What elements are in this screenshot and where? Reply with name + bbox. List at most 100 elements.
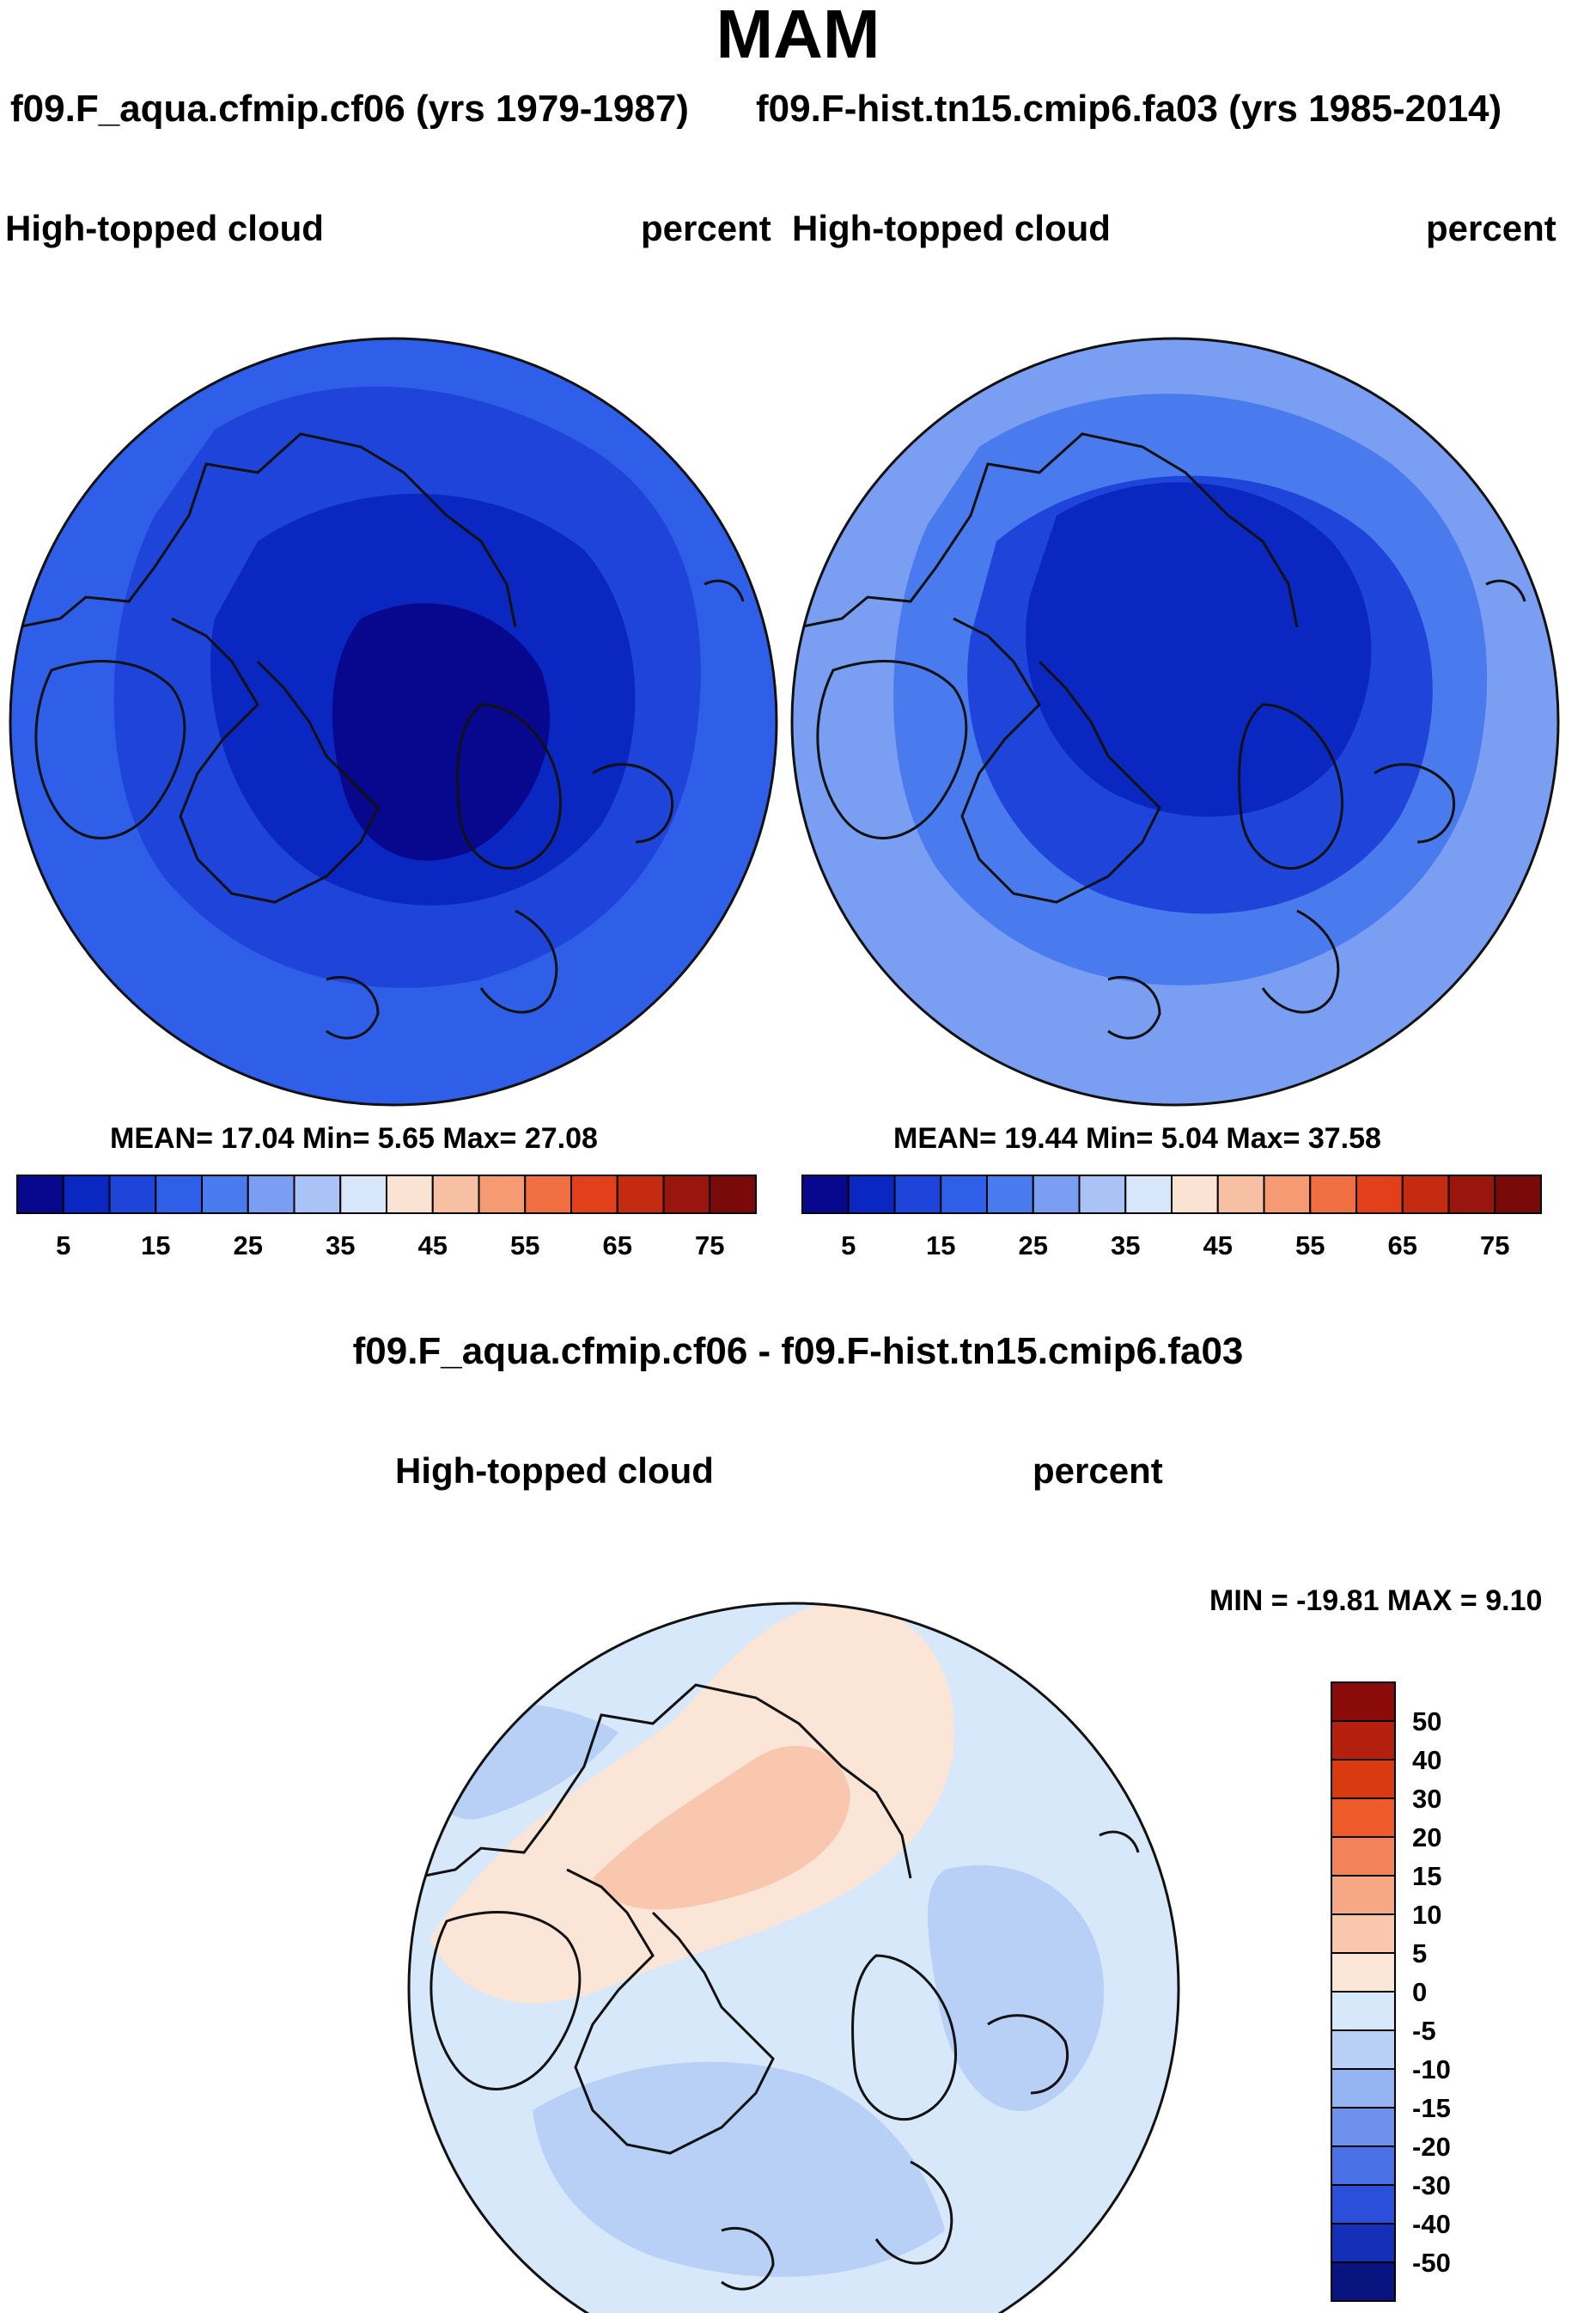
diff-colorbar-box — [1331, 1759, 1396, 1799]
panel-b-colorbar-box — [1032, 1175, 1081, 1214]
diff-colorbar-tick-label: 30 — [1412, 1784, 1441, 1814]
panel-a-variable: High-topped cloud — [5, 208, 324, 248]
panel-b-colorbar-box — [1401, 1175, 1450, 1214]
diff-fill-neg-south — [533, 2061, 945, 2277]
diff-colorbar-box — [1331, 1991, 1396, 2031]
diff-colorbar-box — [1331, 1875, 1396, 1915]
diff-colorbar-box — [1331, 1836, 1396, 1877]
panel-b-colorbar-box — [1494, 1175, 1542, 1214]
panel-b-colorbar-box — [1216, 1175, 1265, 1214]
panel-a-colorbar-tick-label: 65 — [603, 1230, 632, 1260]
diff-colorbar-box — [1331, 1952, 1396, 1993]
panel-b-variable: High-topped cloud — [792, 208, 1111, 248]
diff-colorbar-box — [1331, 2107, 1396, 2147]
diff-colorbar-box — [1331, 2029, 1396, 2070]
panel-a-colorbar-box — [16, 1175, 64, 1214]
case-a-title: f09.F_aqua.cfmip.cf06 (yrs 1979-1987) — [10, 88, 689, 130]
panel-a-fill-deep — [332, 603, 551, 861]
panel-a-colorbar-tick-label: 25 — [234, 1230, 263, 1260]
panel-a-colorbar-box — [108, 1175, 157, 1214]
panel-a-colorbar-tick-label: 15 — [141, 1230, 170, 1260]
diff-colorbar-tick-label: -50 — [1412, 2248, 1451, 2278]
diff-colorbar-box — [1331, 2145, 1396, 2186]
diff-coastlines — [411, 1683, 1140, 2291]
panel-b-units: percent — [1426, 208, 1556, 248]
diff-variable: High-topped cloud — [395, 1450, 714, 1491]
panel-a-colorbar-box — [616, 1175, 665, 1214]
diff-colorbar-tick-label: -5 — [1412, 2016, 1436, 2046]
diff-stats: MIN = -19.81 MAX = 9.10 — [1209, 1584, 1543, 1617]
panel-b-coastlines — [798, 432, 1526, 1040]
diff-colorbar-tick-label: 15 — [1412, 1861, 1441, 1891]
panel-b-colorbar-tick-label: 45 — [1203, 1230, 1233, 1260]
diff-colorbar-tick-label: 10 — [1412, 1900, 1441, 1930]
panel-a-colorbar-tick-label: 5 — [56, 1230, 70, 1260]
diff-colorbar-tick-label: -10 — [1412, 2054, 1451, 2084]
diff-colorbar — [1331, 1681, 1396, 2302]
diff-colorbar-tick-label: 5 — [1412, 1938, 1427, 1968]
panel-a-colorbar-box — [339, 1175, 387, 1214]
diff-colorbar-box — [1331, 1913, 1396, 1954]
panel-b-colorbar-box — [940, 1175, 988, 1214]
panel-b-colorbar-tick-label: 65 — [1388, 1230, 1417, 1260]
panel-a-colorbar-box — [524, 1175, 572, 1214]
panel-a-colorbar-box — [709, 1175, 757, 1214]
diff-fill-pos2 — [593, 1745, 850, 1910]
diff-title: f09.F_aqua.cfmip.cf06 - f09.F-hist.tn15.… — [352, 1330, 1244, 1372]
case-b-title: f09.F-hist.tn15.cmip6.fa03 (yrs 1985-201… — [756, 88, 1502, 130]
panel-a-colorbar-box — [570, 1175, 618, 1214]
panel-a-colorbar-box — [431, 1175, 480, 1214]
panel-a-colorbar-tick-label: 75 — [695, 1230, 724, 1260]
panel-b-colorbar-tick-label: 75 — [1480, 1230, 1509, 1260]
panel-b-colorbar-labels: 5 15 25 35 45 55 65 75 — [841, 1230, 1509, 1260]
panel-a-stats: MEAN= 17.04 Min= 5.65 Max= 27.08 — [110, 1122, 598, 1155]
panel-b-colorbar-tick-label: 25 — [1019, 1230, 1048, 1260]
panel-b-colorbar-tick-label: 55 — [1295, 1230, 1325, 1260]
panel-b-colorbar — [801, 1175, 1542, 1214]
panel-b-colorbar-box — [1355, 1175, 1404, 1214]
panel-b-colorbar-box — [1309, 1175, 1357, 1214]
panel-b-colorbar-tick-label: 35 — [1111, 1230, 1140, 1260]
panel-a-colorbar-tick-label: 55 — [510, 1230, 539, 1260]
panel-b-colorbar-box — [1124, 1175, 1173, 1214]
diff-colorbar-tick-label: 20 — [1412, 1822, 1441, 1852]
diff-colorbar-tick-label: -30 — [1412, 2170, 1451, 2200]
diff-colorbar-box — [1331, 2261, 1396, 2302]
diff-colorbar-tick-label: 40 — [1412, 1745, 1441, 1775]
figure-title: MAM — [716, 0, 880, 72]
panel-a-colorbar — [16, 1175, 757, 1214]
panel-b-colorbar-box — [1263, 1175, 1312, 1214]
panel-b-colorbar-box — [1078, 1175, 1127, 1214]
diff-colorbar-tick-label: 0 — [1412, 1977, 1427, 2007]
panel-a-colorbar-box — [201, 1175, 249, 1214]
panel-b-colorbar-tick-label: 5 — [841, 1230, 856, 1260]
diff-colorbar-box — [1331, 1681, 1396, 1722]
panel-a-colorbar-box — [155, 1175, 203, 1214]
panel-a-colorbar-box — [293, 1175, 342, 1214]
panel-a-units: percent — [641, 208, 771, 248]
panel-b-colorbar-box — [801, 1175, 850, 1214]
panel-a-colorbar-tick-label: 45 — [418, 1230, 448, 1260]
panel-a-colorbar-tick-label: 35 — [326, 1230, 355, 1260]
panel-b-stats: MEAN= 19.44 Min= 5.04 Max= 37.58 — [893, 1122, 1381, 1155]
panel-b-colorbar-box — [847, 1175, 896, 1214]
panel-b-colorbar-box — [1171, 1175, 1219, 1214]
panel-a-map — [9, 337, 778, 1107]
diff-colorbar-box — [1331, 2068, 1396, 2109]
panel-b-colorbar-tick-label: 15 — [926, 1230, 955, 1260]
diff-colorbar-tick-label: -15 — [1412, 2093, 1451, 2123]
panel-b-fill-deep — [1026, 482, 1372, 817]
diff-map — [407, 1602, 1180, 2313]
diff-colorbar-tick-label: -20 — [1412, 2132, 1451, 2162]
diff-colorbar-box — [1331, 1720, 1396, 1761]
panel-a-colorbar-box — [62, 1175, 111, 1214]
panel-a-colorbar-box — [247, 1175, 295, 1214]
panel-b-colorbar-box — [1447, 1175, 1496, 1214]
panel-b-colorbar-box — [893, 1175, 942, 1214]
panel-b-map — [790, 337, 1560, 1107]
diff-colorbar-tick-label: -40 — [1412, 2209, 1451, 2239]
diff-colorbar-box — [1331, 2184, 1396, 2225]
diff-colorbar-box — [1331, 2223, 1396, 2263]
panel-a-colorbar-box — [478, 1175, 527, 1214]
